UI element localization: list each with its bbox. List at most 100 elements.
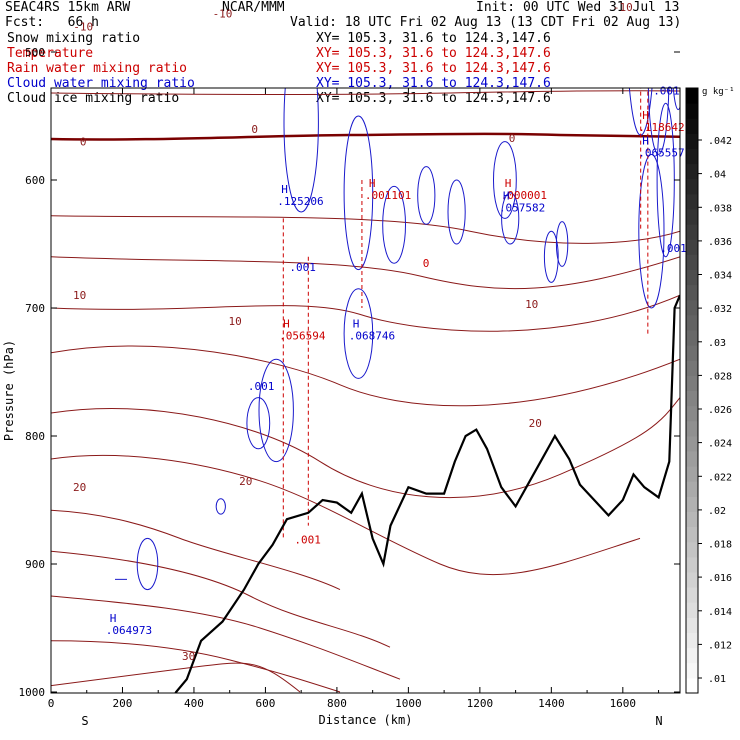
maximum-value: .125206 [277,195,323,208]
temperature-contour [51,215,680,244]
colorbar-band [686,496,698,512]
x-tick-label: 1200 [467,697,494,710]
colorbar-tick-label: .03 [708,338,726,349]
cloud-water-contour [501,192,520,245]
x-tick-label: 400 [184,697,204,710]
maxima-labels: H.001606H.000159H.000022H.125206H.001101… [106,84,687,637]
colorbar-band [686,420,698,437]
colorbar-band [686,239,698,255]
temperature-label: -10 [213,8,233,21]
colorbar-tick-label: .012 [708,640,732,651]
colorbar-band [686,345,698,361]
cloud-water-contour [447,179,466,245]
maximum-value: .064973 [106,624,152,637]
cloud-water-contour [672,88,680,111]
colorbar-frame [685,87,699,694]
y-tick-label: 500 [25,46,45,59]
temperature-label: 20 [239,475,252,488]
colorbar-tick-label: .042 [708,136,732,147]
contour-label: .001 [289,261,316,274]
temperature-contours [51,5,680,693]
model-title: SEAC4RS 15km ARW [5,0,131,15]
maximum-marker: H [503,190,510,203]
maximum-value: .001101 [365,189,411,202]
terrain-line [174,294,680,693]
colorbar-tick-label: .014 [708,607,732,618]
colorbar-band [686,511,698,528]
colorbar-tick-label: .02 [708,506,726,517]
temperature-label: 10 [73,289,86,302]
x-tick-label: 600 [255,697,275,710]
contour-label: .001 [248,380,275,393]
contour-label: 0 [423,257,430,270]
colorbar-band [686,677,698,694]
cloud-water-contour [417,166,436,225]
colorbar-band [686,163,698,180]
field-xy-cloud-water: XY= 105.3, 31.6 to 124.3,147.6 [316,76,551,91]
colorbar-band [686,224,698,240]
colorbar-band [686,647,698,664]
colorbar-band [686,103,698,119]
field-label-rain: Rain water mixing ratio [7,61,188,76]
colorbar-band [686,133,698,149]
colorbar-band [686,178,698,195]
maximum-marker: H [353,318,360,331]
y-tick-label: 800 [25,430,45,443]
init-time: Init: 00 UTC Wed 31 Jul 13 [476,0,680,15]
colorbar-band [686,481,698,497]
colorbar-band [686,466,698,482]
temperature-label: 0 [509,132,516,145]
maximum-value: .056594 [279,330,326,343]
colorbar-tick-label: .022 [708,472,732,483]
cloud-water-contour [283,88,319,213]
colorbar-band [686,405,698,422]
x-tick-label: 1600 [610,697,637,710]
temperature-label: -10 [73,20,93,33]
colorbar-tick-label: .032 [708,304,732,315]
terrain [174,294,680,693]
colorbar-band [686,148,698,165]
temperature-contour [51,662,301,693]
colorbar-band [686,435,698,452]
contour-label: .001 [294,534,321,547]
x-tick-label: 800 [327,697,347,710]
colorbar-band [686,88,698,104]
colorbar-tick-label: .026 [708,405,732,416]
temperature-contour [51,5,680,9]
contour-label: .001 [660,242,687,255]
maximum-value: .057582 [499,202,545,215]
colorbar-band [686,390,698,407]
colorbar-band [686,602,698,618]
maximum-marker: H [283,318,290,331]
y-axis-label: Pressure (hPa) [2,340,16,441]
colorbar-tick-label: .028 [708,371,732,382]
colorbar-band [686,572,698,588]
colorbar-tick-label: .034 [708,271,732,282]
y-tick-label: 900 [25,558,45,571]
cloud-water-contour [258,358,294,463]
temperature-contour [51,345,680,407]
colorbar-band [686,284,698,301]
axes: 0200400600800100012001400160020030040050… [2,46,680,728]
maximum-marker: H [110,612,117,625]
x-tick-label: 1000 [395,697,422,710]
colorbar-tick-label: .04 [708,170,726,181]
colorbar-band [686,375,698,391]
cloud-water-contour [246,397,271,450]
x-tick-label: 0 [48,697,55,710]
x-axis-label: Distance (km) [319,713,413,727]
maximum-marker: H [281,183,288,196]
temperature-label: 0 [251,123,258,136]
maximum-marker: H [642,109,649,122]
field-label-cloud-ice: Cloud ice mixing ratio [7,91,180,106]
y-tick-label: 700 [25,302,45,315]
temperature-contour [51,550,391,648]
cloud-water-contour [343,115,374,271]
endpoint-left-label: S [81,714,88,728]
cloud-water-contour [136,537,159,591]
temperature-contour [51,509,341,591]
colorbar-band [686,662,698,679]
x-tick-label: 1400 [538,697,565,710]
cloud-water-contour [543,230,559,283]
temperature-label: 10 [525,298,538,311]
